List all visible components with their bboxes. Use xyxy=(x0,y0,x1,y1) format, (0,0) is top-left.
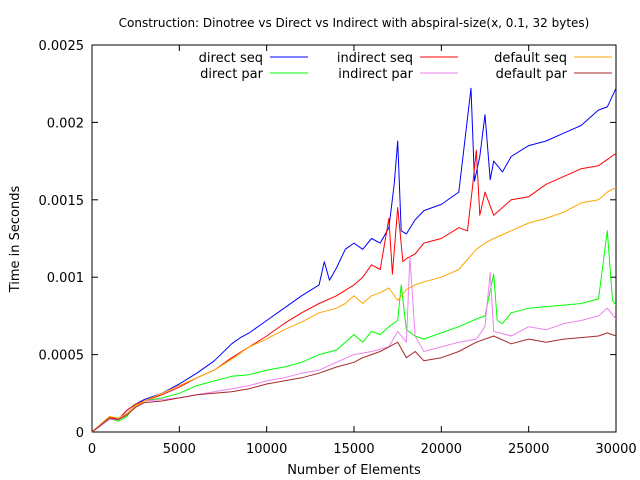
legend-item: default par xyxy=(496,67,612,82)
plot-area: 0 5000 10000 15000 20000 25000 30000 0 0.0005 0.0… xyxy=(39,39,637,457)
x-tick-label: 25000 xyxy=(508,442,549,457)
legend-item: indirect seq xyxy=(337,51,458,66)
y-tick-label: 0.0025 xyxy=(39,39,85,54)
legend-item: direct seq xyxy=(199,51,308,66)
legend-label: default par xyxy=(496,67,568,82)
legend-item: indirect par xyxy=(338,67,458,82)
legend-label: default seq xyxy=(494,51,567,66)
series-line-indirect-par xyxy=(91,256,617,433)
x-axis-label: Number of Elements xyxy=(287,463,421,478)
chart-title: Construction: Dinotree vs Direct vs Indi… xyxy=(119,16,590,30)
x-tick-label: 20000 xyxy=(421,442,462,457)
legend-item: default seq xyxy=(494,51,612,66)
series-line-default-seq xyxy=(91,186,617,433)
y-axis-label: Time in Seconds xyxy=(8,186,23,294)
y-tick-label: 0.002 xyxy=(47,116,84,131)
x-tick-label: 0 xyxy=(88,442,96,457)
legend-label: direct par xyxy=(200,67,264,82)
series-line-indirect-seq xyxy=(91,149,617,433)
series-line-direct-par xyxy=(91,230,617,433)
x-tick-label: 10000 xyxy=(246,442,287,457)
legend-label: indirect par xyxy=(338,67,413,82)
x-tick-label: 5000 xyxy=(163,442,196,457)
y-tick-label: 0.0015 xyxy=(39,194,85,209)
series-line-direct-seq xyxy=(91,87,617,433)
legend-item: direct par xyxy=(200,67,308,82)
x-tick-label: 30000 xyxy=(595,442,636,457)
series-line-default-par xyxy=(91,332,617,433)
legend-label: indirect seq xyxy=(337,51,413,66)
legend-label: direct seq xyxy=(199,51,263,66)
y-tick-label: 0 xyxy=(76,426,84,441)
y-tick-label: 0.001 xyxy=(47,271,84,286)
x-tick-label: 15000 xyxy=(333,442,374,457)
plot-frame xyxy=(91,44,617,433)
y-tick-label: 0.0005 xyxy=(39,349,85,364)
